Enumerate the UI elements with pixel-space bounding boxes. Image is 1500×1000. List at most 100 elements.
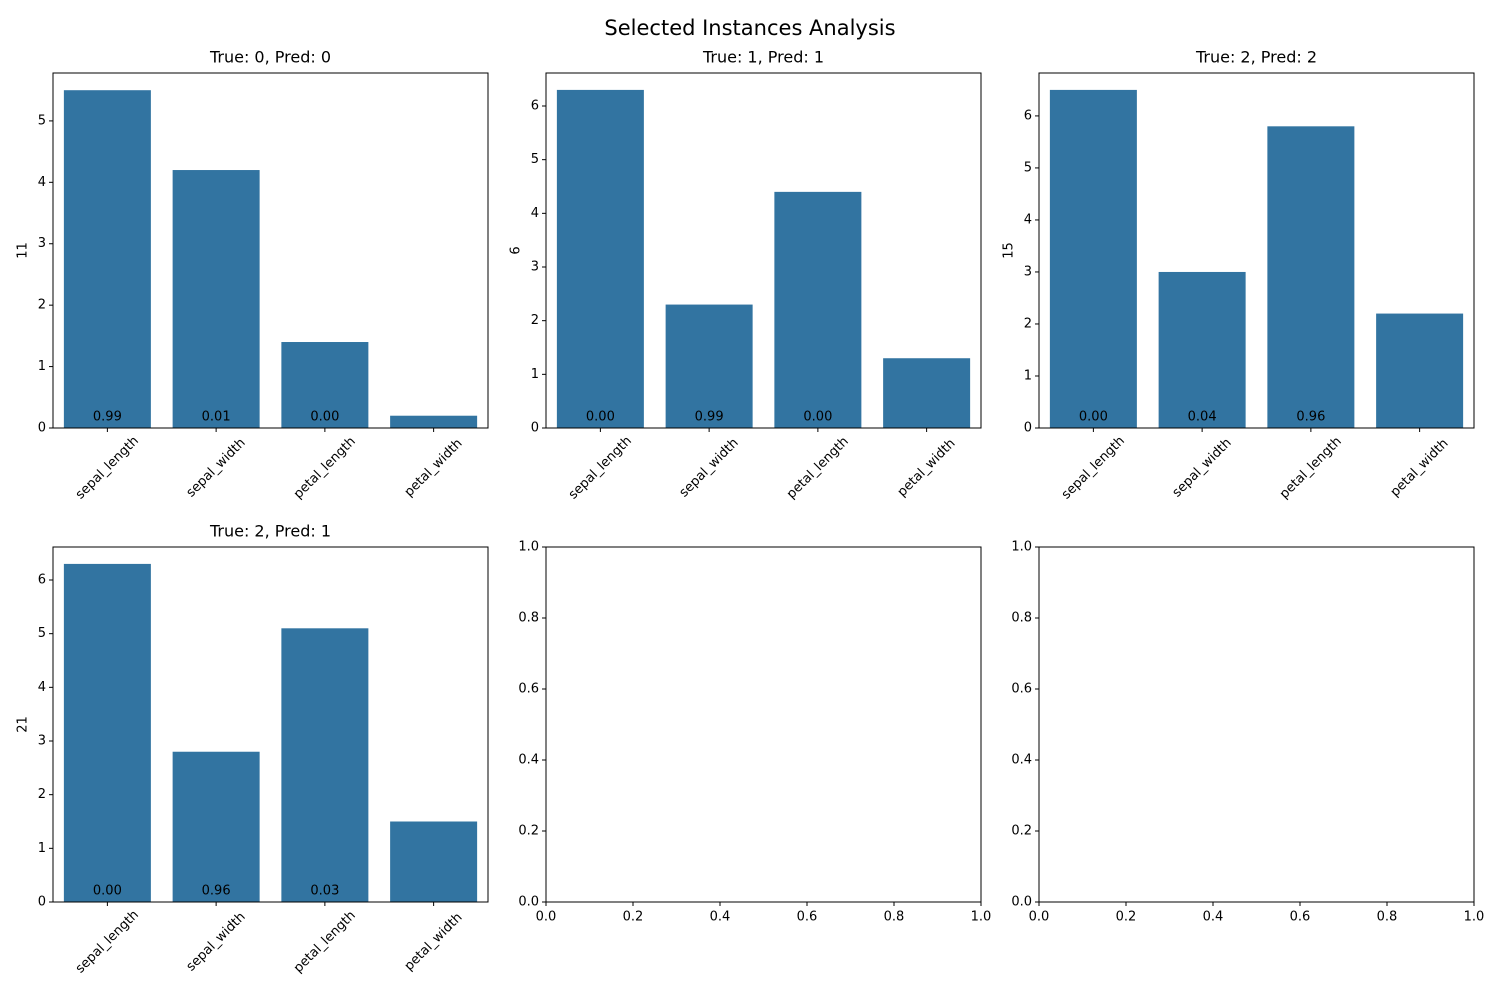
bar-annotation: 0.00 xyxy=(310,410,339,425)
y-tick-label: 0.2 xyxy=(518,824,539,839)
x-tick-label: 0.0 xyxy=(536,910,557,925)
y-tick-label: 4 xyxy=(38,680,46,695)
y-tick-label: 4 xyxy=(38,175,46,190)
x-tick-label: petal_length xyxy=(291,434,359,502)
bar-annotation: 0.99 xyxy=(93,410,122,425)
bar-annotation: 0.96 xyxy=(1296,410,1325,425)
y-tick-label: 4 xyxy=(1024,212,1032,227)
figure-title: Selected Instances Analysis xyxy=(604,16,895,40)
x-tick-label: sepal_length xyxy=(73,908,142,977)
y-tick-label: 0.2 xyxy=(1011,824,1032,839)
y-tick-label: 6 xyxy=(1024,108,1032,123)
y-tick-label: 0.0 xyxy=(1011,895,1032,910)
y-tick-label: 1 xyxy=(1024,368,1032,383)
bar-annotation: 0.00 xyxy=(93,884,122,899)
bar-annotation: 0.96 xyxy=(202,884,231,899)
y-tick-label: 2 xyxy=(38,298,46,313)
bar xyxy=(665,304,753,428)
bar xyxy=(774,191,862,428)
y-tick-label: 6 xyxy=(531,99,539,114)
x-tick-label: sepal_width xyxy=(184,909,249,974)
y-tick-label: 5 xyxy=(531,152,539,167)
x-tick-label: sepal_width xyxy=(677,435,742,500)
y-tick-label: 1 xyxy=(38,359,46,374)
y-tick-label: 0 xyxy=(531,421,539,436)
y-tick-label: 1.0 xyxy=(518,540,539,555)
bar-annotation: 0.99 xyxy=(695,410,724,425)
x-tick-label: petal_width xyxy=(895,436,959,500)
bar-annotation: 0.03 xyxy=(310,884,339,899)
chart-title: True: 2, Pred: 2 xyxy=(1195,48,1317,67)
bar-annotation: 0.04 xyxy=(1188,410,1217,425)
x-tick-label: petal_width xyxy=(402,910,466,974)
y-tick-label: 0.4 xyxy=(518,753,539,768)
y-tick-label: 0.4 xyxy=(1011,753,1032,768)
bar xyxy=(1049,89,1137,429)
x-tick-label: 0.2 xyxy=(623,910,644,925)
bar xyxy=(1376,313,1464,428)
y-tick-label: 0.6 xyxy=(1011,682,1032,697)
axes-frame xyxy=(545,72,982,429)
bar xyxy=(1267,126,1355,429)
axes-frame xyxy=(52,72,489,429)
y-tick-label: 2 xyxy=(531,313,539,328)
x-tick-label: petal_width xyxy=(1388,436,1452,500)
x-tick-label: 0.6 xyxy=(1290,910,1311,925)
bar-annotation: 0.00 xyxy=(1079,410,1108,425)
x-tick-label: sepal_width xyxy=(1170,435,1235,500)
y-tick-label: 3 xyxy=(38,734,46,749)
x-tick-label: sepal_length xyxy=(73,434,142,503)
y-tick-label: 1 xyxy=(38,841,46,856)
bar-annotation: 0.00 xyxy=(803,410,832,425)
axes-frame xyxy=(545,546,982,903)
y-tick-label: 0.0 xyxy=(518,895,539,910)
bar xyxy=(63,563,151,902)
y-tick-label: 5 xyxy=(38,626,46,641)
chart-title: True: 1, Pred: 1 xyxy=(702,48,824,67)
x-tick-label: petal_length xyxy=(291,908,359,976)
bar xyxy=(556,89,644,429)
x-tick-label: 0.0 xyxy=(1029,910,1050,925)
bar xyxy=(883,358,971,428)
y-axis-label: 21 xyxy=(16,716,31,733)
y-tick-label: 0 xyxy=(38,421,46,436)
x-tick-label: 1.0 xyxy=(1464,910,1485,925)
y-tick-label: 0.8 xyxy=(1011,611,1032,626)
x-tick-label: 0.8 xyxy=(884,910,905,925)
y-tick-label: 1 xyxy=(531,367,539,382)
x-tick-label: sepal_width xyxy=(184,435,249,500)
x-tick-label: sepal_length xyxy=(566,434,635,503)
x-tick-label: petal_length xyxy=(1277,434,1345,502)
y-axis-label: 11 xyxy=(16,242,31,259)
bar xyxy=(281,628,369,902)
y-tick-label: 3 xyxy=(38,236,46,251)
chart-title: True: 0, Pred: 0 xyxy=(209,48,331,67)
bar xyxy=(172,751,260,902)
x-tick-label: 0.4 xyxy=(1203,910,1224,925)
bar xyxy=(63,90,151,428)
y-tick-label: 3 xyxy=(531,260,539,275)
y-tick-label: 0.8 xyxy=(518,611,539,626)
x-tick-label: petal_length xyxy=(784,434,852,502)
y-axis-label: 6 xyxy=(509,246,524,254)
axes-frame xyxy=(1038,546,1475,903)
x-tick-label: sepal_length xyxy=(1059,434,1128,503)
axes-frame xyxy=(1038,72,1475,429)
chart-title: True: 2, Pred: 1 xyxy=(209,522,331,541)
bar xyxy=(390,821,478,902)
y-tick-label: 5 xyxy=(38,113,46,128)
y-tick-label: 2 xyxy=(1024,316,1032,331)
x-tick-label: 0.6 xyxy=(797,910,818,925)
bar-annotation: 0.01 xyxy=(202,410,231,425)
y-tick-label: 1.0 xyxy=(1011,540,1032,555)
x-tick-label: 0.2 xyxy=(1116,910,1137,925)
x-tick-label: petal_width xyxy=(402,436,466,500)
y-tick-label: 4 xyxy=(531,206,539,221)
axes-frame xyxy=(52,546,489,903)
y-axis-label: 15 xyxy=(1002,242,1017,259)
x-tick-label: 0.4 xyxy=(710,910,731,925)
bar xyxy=(172,170,260,429)
bar xyxy=(390,415,478,428)
y-tick-label: 0 xyxy=(1024,421,1032,436)
